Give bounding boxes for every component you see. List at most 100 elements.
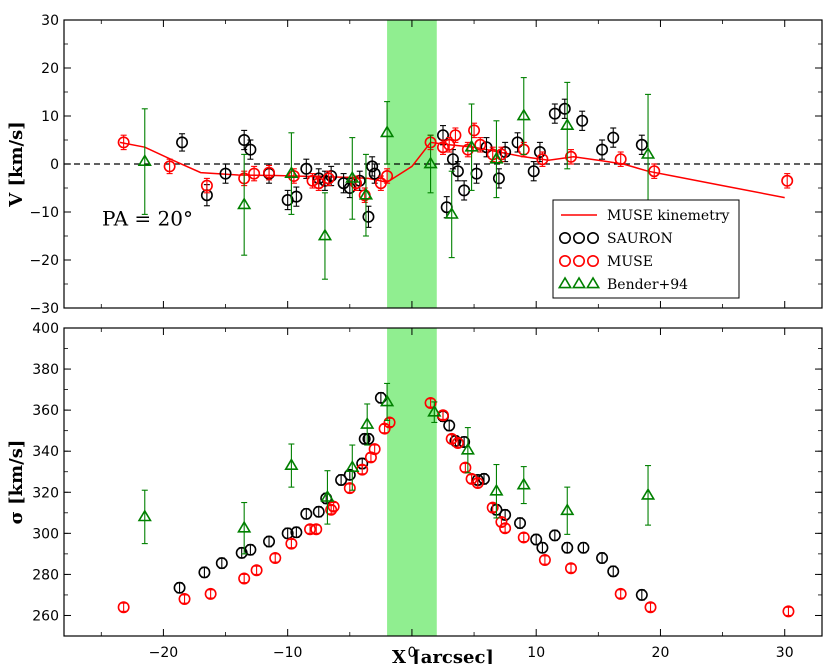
muse-point [564, 562, 577, 575]
muse-point [471, 477, 484, 490]
legend-marker-swatch [557, 276, 573, 289]
muse-point [310, 523, 323, 536]
legend-marker-swatch [572, 232, 585, 245]
masked-region-band [387, 328, 437, 636]
muse-point [117, 601, 130, 614]
dispersion-panel: 260 280 300 320 340 360 380 400 σ [km/s] [6, 321, 823, 637]
sauron-point [312, 505, 325, 518]
sauron-point [530, 533, 543, 546]
sauron-point [368, 167, 381, 180]
sauron-point [596, 143, 609, 156]
sauron-point [215, 557, 228, 570]
sauron-point [458, 435, 471, 448]
bender-point [317, 228, 333, 241]
muse-point [250, 564, 263, 577]
sauron-point [362, 432, 375, 445]
sauron-point [263, 535, 276, 548]
bender-point [358, 187, 374, 200]
y-tick-label: 10 [41, 109, 59, 125]
bender-point [427, 404, 442, 417]
legend-marker-swatch [586, 232, 599, 245]
sauron-point [607, 565, 620, 578]
y-tick-label: 340 [32, 444, 59, 460]
x-tick-label: 30 [776, 645, 794, 661]
muse-point [449, 129, 462, 142]
muse-point [564, 150, 577, 163]
bender-point [460, 442, 475, 455]
legend-label: MUSE [607, 254, 653, 270]
position-angle-annotation: PA = 20° [102, 206, 193, 230]
bender-point [360, 416, 375, 429]
x-tick-label: 10 [527, 645, 545, 661]
bender-series [137, 77, 656, 280]
legend-box [552, 199, 740, 299]
bender-point [423, 156, 438, 169]
muse-point [443, 138, 456, 151]
x-tick-label: 20 [652, 645, 670, 661]
legend-entry-bender: Bender+94 [557, 276, 688, 293]
sauron-point [176, 136, 189, 149]
sauron-point [577, 541, 590, 554]
velocity-ylabel: V [km/s] [6, 121, 27, 208]
legend-entry-model: MUSE kinemetry [561, 208, 730, 224]
muse-point [436, 141, 449, 154]
sauron-point [492, 172, 505, 185]
dispersion-frame [63, 327, 823, 637]
legend-marker-swatch [558, 232, 571, 245]
sauron-point [635, 588, 648, 601]
sauron-point [219, 167, 232, 180]
muse-point [263, 166, 276, 179]
bender-point [640, 487, 656, 500]
sauron-point [358, 432, 371, 445]
muse-point [474, 138, 487, 151]
muse-point [644, 601, 657, 614]
bender-point [284, 458, 299, 470]
bender-point [137, 154, 152, 166]
y-tick-label: −30 [29, 301, 59, 317]
sauron-point [527, 165, 540, 178]
muse-point [614, 153, 627, 166]
bender-point [640, 146, 656, 159]
muse-point [117, 136, 130, 149]
sauron-point [290, 526, 303, 539]
sauron-point [173, 581, 186, 594]
sauron-point [281, 527, 294, 540]
muse-series [117, 122, 794, 203]
muse-point [269, 551, 282, 564]
muse-series [117, 396, 795, 618]
sauron-point [536, 541, 549, 554]
muse-point [163, 160, 176, 173]
legend-label: SAURON [607, 231, 673, 247]
x-tick-label: −10 [273, 645, 303, 661]
sauron-point [635, 138, 648, 151]
sauron-point [300, 507, 313, 520]
y-tick-label: 20 [41, 61, 59, 77]
sauron-point [443, 419, 456, 432]
legend-label: Bender+94 [607, 277, 688, 293]
muse-point [325, 503, 338, 516]
muse-point [304, 523, 317, 536]
muse-point [782, 605, 795, 618]
sauron-point [335, 473, 348, 486]
bender-point [379, 394, 395, 407]
muse-point [461, 143, 474, 156]
bender-point [489, 151, 504, 164]
sauron-point [561, 541, 574, 554]
muse-point [322, 172, 335, 185]
bender-point [284, 166, 299, 178]
sauron-point [596, 551, 609, 564]
sauron-point [576, 114, 589, 127]
muse-point [536, 153, 549, 166]
muse-point [499, 522, 512, 535]
dispersion-ylabel: σ [km/s] [6, 440, 27, 525]
y-tick-label: 260 [32, 608, 59, 624]
legend-entry-sauron: SAURON [558, 231, 673, 247]
x-tick-label: −20 [149, 645, 179, 661]
muse-point [381, 170, 394, 183]
bender-point [237, 520, 252, 533]
legend-marker-swatch [571, 276, 587, 289]
bender-point [379, 125, 395, 138]
y-tick-label: 280 [32, 567, 59, 583]
bender-point [345, 460, 360, 473]
muse-point [517, 531, 530, 544]
